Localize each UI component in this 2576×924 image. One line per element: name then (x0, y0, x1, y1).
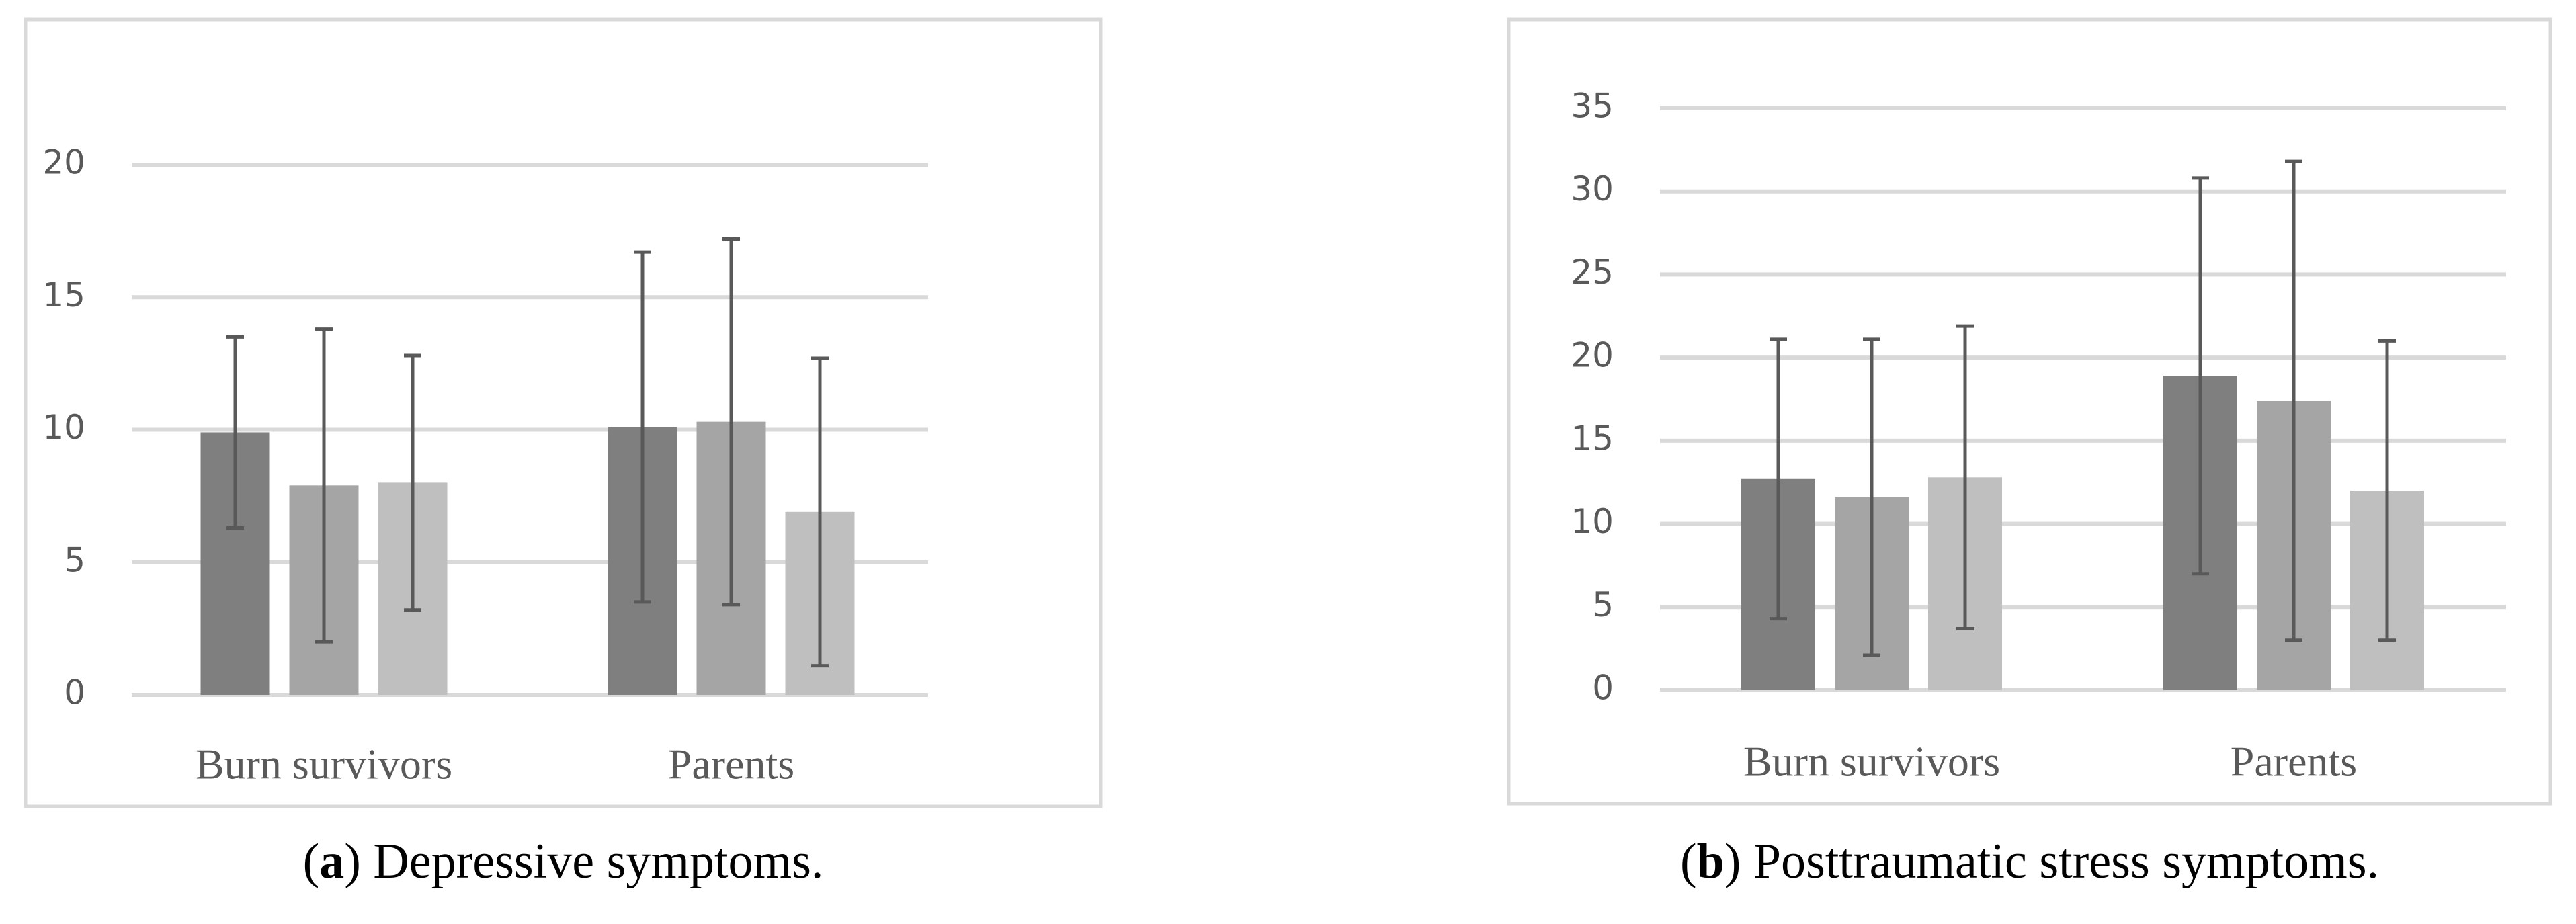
error-bar (1956, 324, 1974, 630)
y-tick-label: 0 (64, 673, 85, 712)
caption-part: a (319, 834, 344, 889)
x-tick-label: Burn survivors (196, 741, 452, 788)
error-bar (404, 353, 421, 612)
error-bar (811, 356, 829, 668)
caption-part: ( (1680, 834, 1697, 889)
error-bar (226, 335, 244, 530)
error-bar (2192, 176, 2209, 576)
caption-part: ) Depressive symptoms. (344, 834, 823, 889)
x-tick-label: Burn survivors (1743, 738, 2000, 786)
error-bar (722, 237, 740, 607)
caption: (b) Posttraumatic stress symptoms. (1680, 834, 2379, 889)
y-tick-label: 30 (1571, 169, 1614, 208)
x-tick-label: Parents (668, 741, 794, 788)
y-tick-label: 35 (1571, 87, 1614, 126)
caption: (a) Depressive symptoms. (303, 834, 824, 889)
chart-frame (24, 17, 1103, 808)
chart-frame (1507, 17, 2552, 806)
error-bar (1770, 337, 1787, 621)
y-tick-label: 25 (1571, 253, 1614, 292)
y-tick-label: 20 (42, 143, 85, 182)
y-tick-label: 15 (1571, 419, 1614, 458)
error-bar (315, 327, 333, 644)
y-tick-label: 10 (1571, 502, 1614, 541)
error-bar (2378, 339, 2396, 642)
y-tick-label: 15 (42, 276, 85, 314)
caption-part: ( (303, 834, 320, 889)
error-bar (1863, 337, 1880, 657)
caption-part: ) Posttraumatic stress symptoms. (1725, 834, 2379, 889)
caption-part: b (1697, 834, 1725, 889)
y-tick-label: 20 (1571, 336, 1614, 375)
y-tick-label: 10 (42, 408, 85, 447)
y-tick-label: 0 (1592, 669, 1614, 708)
error-bar (2285, 159, 2302, 642)
y-tick-label: 5 (64, 540, 85, 579)
x-tick-label: Parents (2231, 738, 2357, 786)
y-tick-label: 5 (1592, 585, 1614, 624)
error-bar (634, 250, 651, 604)
